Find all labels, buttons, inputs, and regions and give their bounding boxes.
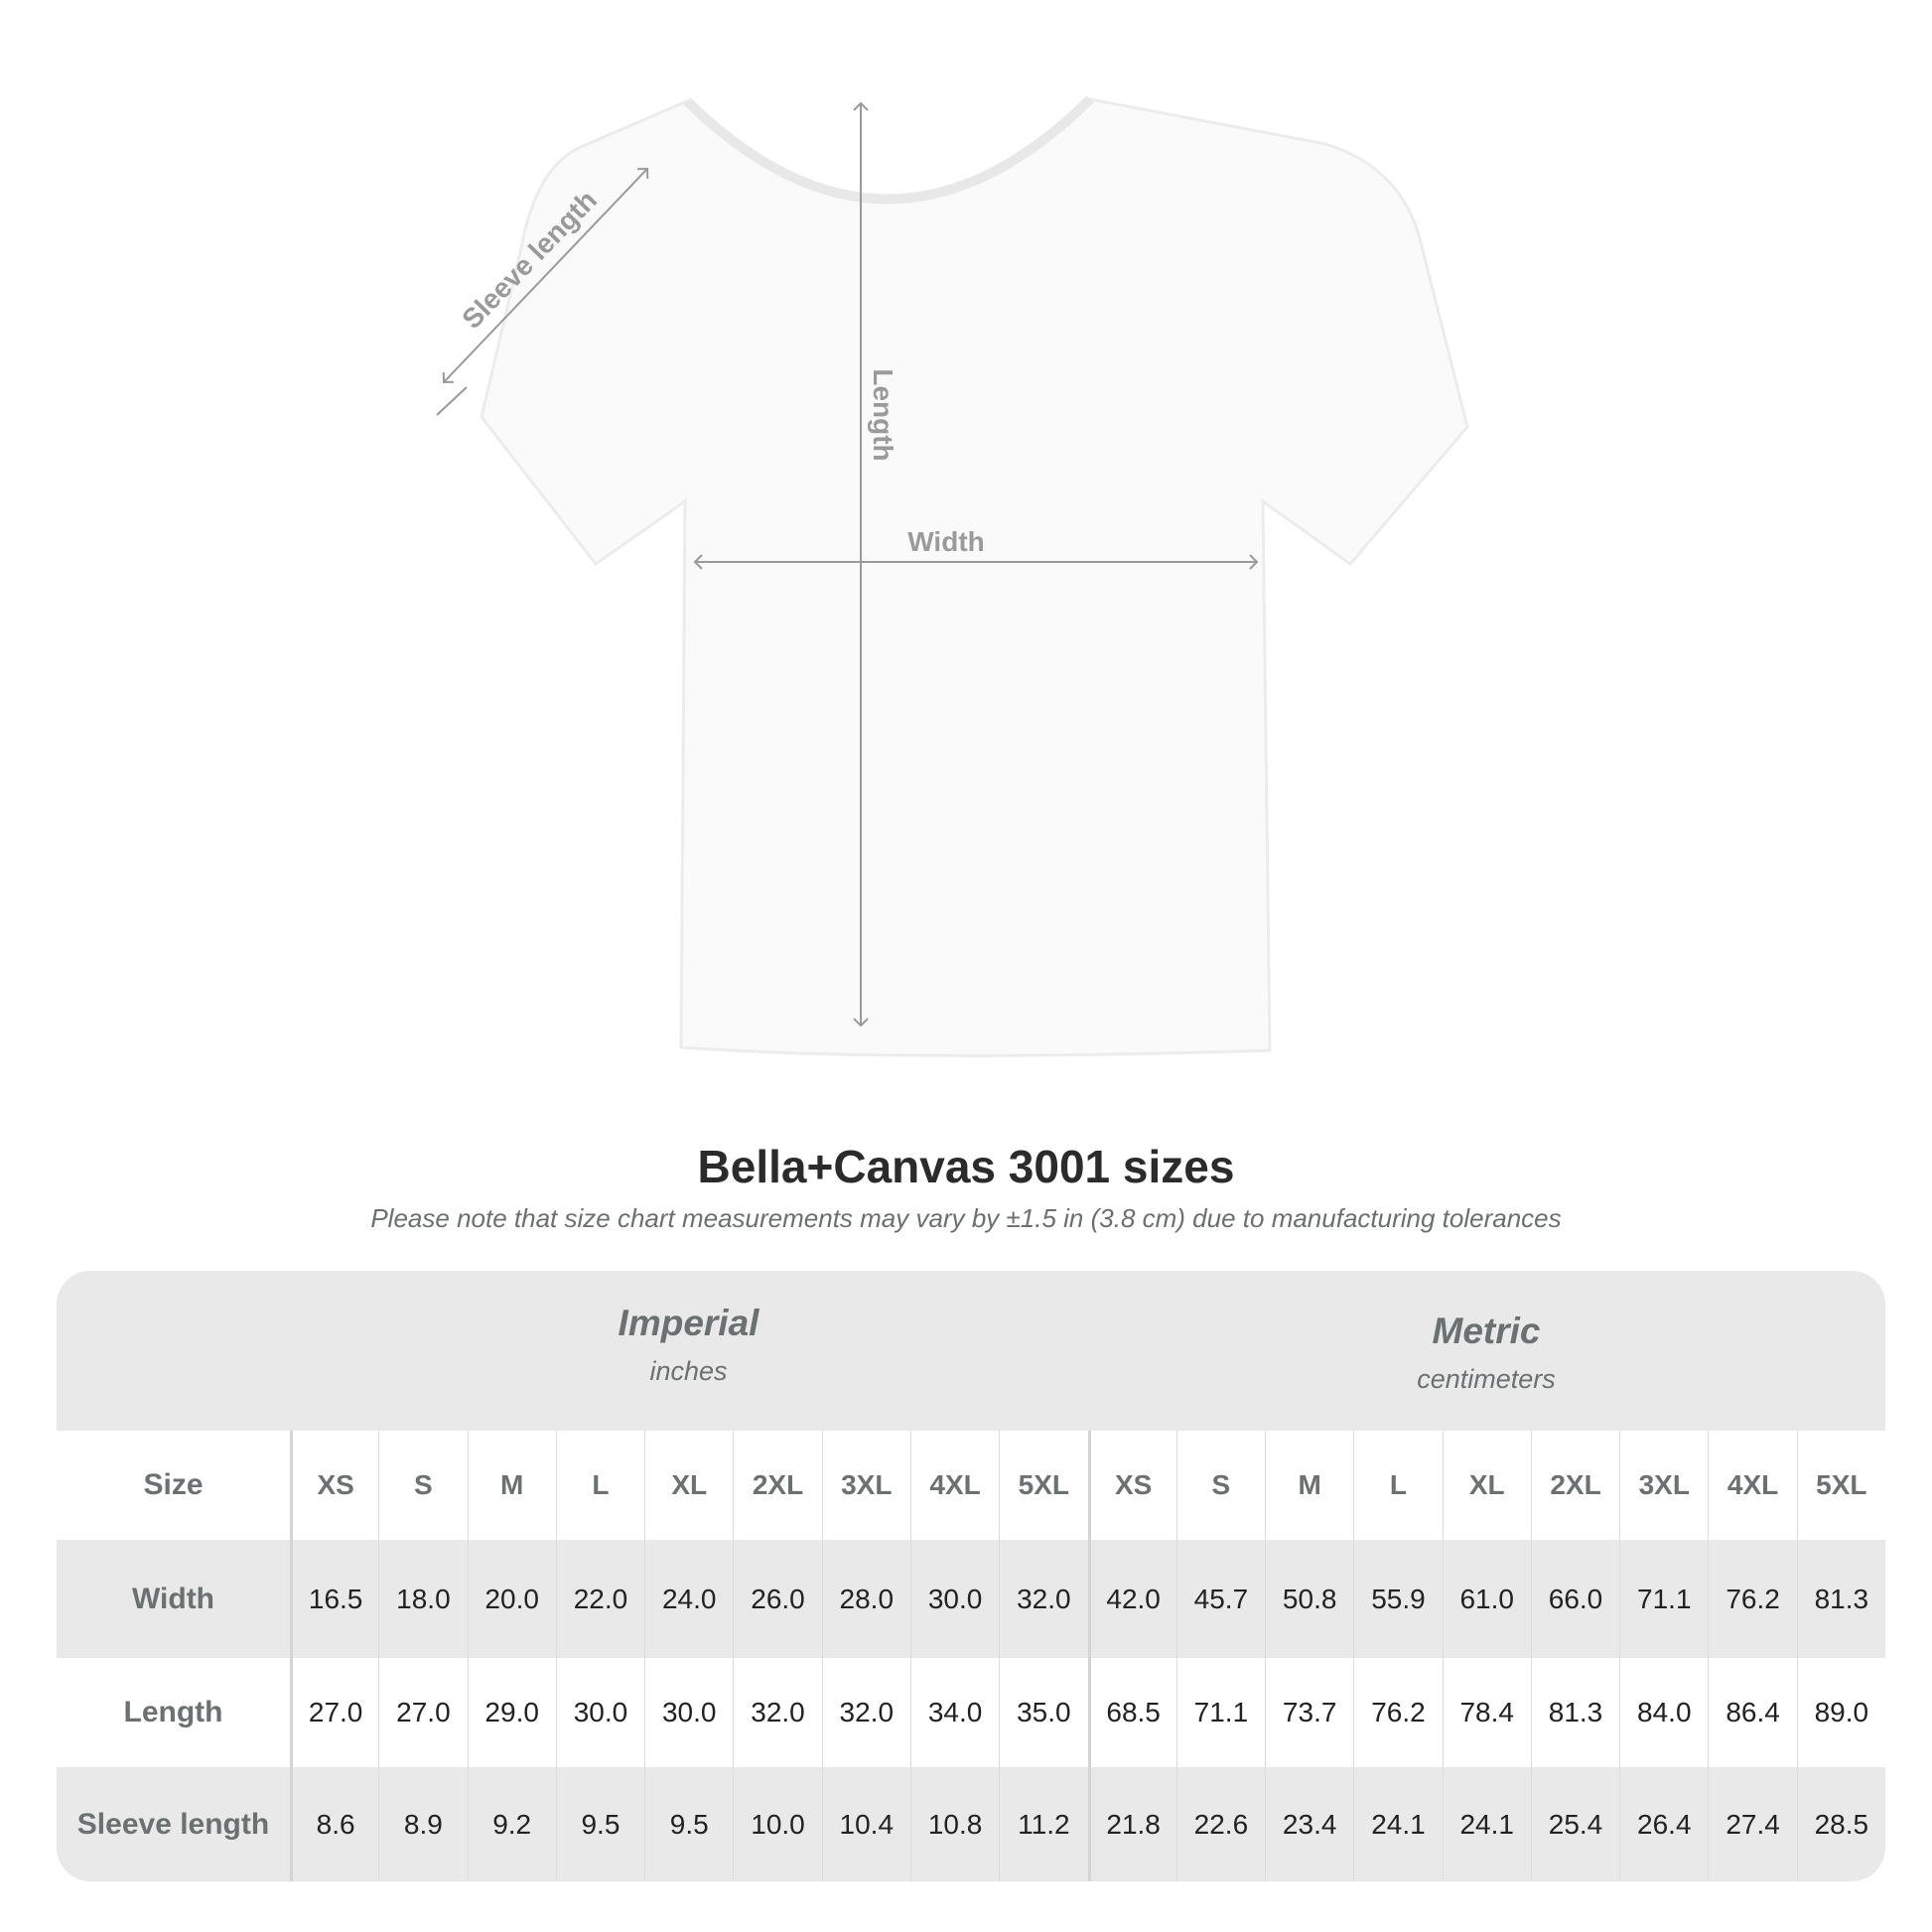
metric-size-XL: XL: [1442, 1431, 1531, 1540]
sleeve-arrow: [442, 167, 649, 384]
imperial-value-cell: 32.0: [999, 1540, 1087, 1658]
metric-value-cell: 42.0: [1087, 1540, 1176, 1658]
imperial-size-4XL: 4XL: [909, 1431, 999, 1540]
row-label: Sleeve length: [76, 1807, 270, 1841]
metric-value-cell: 84.0: [1619, 1658, 1708, 1767]
metric-value-cell: 21.8: [1087, 1767, 1176, 1881]
imperial-value-cell: 10.4: [821, 1767, 910, 1881]
metric-value-cell: 26.4: [1619, 1767, 1708, 1881]
imperial-value-cell: 20.0: [467, 1540, 556, 1658]
metric-size-XS: XS: [1087, 1431, 1176, 1540]
collar: [683, 95, 1094, 205]
metric-value-cell: 66.0: [1530, 1540, 1619, 1658]
imperial-value-cell: 9.5: [555, 1767, 644, 1881]
imperial-value-cell: 27.0: [378, 1658, 467, 1767]
metric-value-cell: 24.1: [1442, 1767, 1531, 1881]
imperial-value-cell: 34.0: [909, 1658, 999, 1767]
imperial-value-cell: 32.0: [821, 1658, 910, 1767]
table-row: Width 16.5 18.0 20.0 22.0 24.0 26.0 28.0 30.0 32.…: [57, 1540, 1885, 1658]
table-header-band: [57, 1271, 1885, 1431]
metric-value-cell: 81.3: [1530, 1658, 1619, 1767]
table-row: Sleeve length 8.6 8.9 9.2 9.5 9.5 10.0 10.4 10.8…: [57, 1767, 1885, 1881]
width-label: Width: [907, 526, 985, 557]
metric-value-cell: 68.5: [1087, 1658, 1176, 1767]
imperial-value-cell: 11.2: [999, 1767, 1087, 1881]
page-title: Bella+Canvas 3001 sizes: [697, 1141, 1235, 1192]
imperial-header: Imperial inches: [290, 1303, 1087, 1387]
metric-value-cell: 89.0: [1796, 1658, 1885, 1767]
row-label: Width: [131, 1582, 215, 1615]
metric-value-cell: 86.4: [1708, 1658, 1796, 1767]
metric-value-cell: 22.6: [1175, 1767, 1265, 1881]
metric-value-cell: 27.4: [1708, 1767, 1796, 1881]
imperial-size-S: S: [378, 1431, 467, 1540]
metric-header: Metric centimeters: [1087, 1311, 1885, 1395]
imperial-value-cell: 30.0: [644, 1658, 733, 1767]
imperial-size-M: M: [467, 1431, 556, 1540]
imperial-size-2XL: 2XL: [733, 1431, 821, 1540]
metric-title: Metric: [1432, 1311, 1541, 1351]
imperial-value-cell: 8.6: [290, 1767, 378, 1881]
metric-value-cell: 76.2: [1708, 1540, 1796, 1658]
imperial-value-cell: 35.0: [999, 1658, 1087, 1767]
metric-unit: centimeters: [1417, 1364, 1556, 1394]
metric-size-S: S: [1175, 1431, 1265, 1540]
imperial-value-cell: 22.0: [555, 1540, 644, 1658]
imperial-value-cell: 30.0: [555, 1658, 644, 1767]
imperial-value-cell: 8.9: [378, 1767, 467, 1881]
metric-value-cell: 71.1: [1619, 1540, 1708, 1658]
imperial-value-cell: 26.0: [733, 1540, 821, 1658]
metric-size-4XL: 4XL: [1708, 1431, 1796, 1540]
tshirt-diagram: Width Length Sleeve length: [436, 95, 1469, 1057]
imperial-size-5XL: 5XL: [999, 1431, 1087, 1540]
metric-value-cell: 61.0: [1442, 1540, 1531, 1658]
sleeve-arrow-tick-start: [436, 386, 468, 416]
imperial-value-cell: 16.5: [290, 1540, 378, 1658]
metric-value-cell: 24.1: [1353, 1767, 1442, 1881]
tshirt-image: [480, 97, 1469, 1057]
metric-value-cell: 25.4: [1530, 1767, 1619, 1881]
imperial-size-XL: XL: [644, 1431, 733, 1540]
metric-value-cell: 71.1: [1175, 1658, 1265, 1767]
size-header-row: Size XS S M L XL 2XL 3XL 4XL 5XL XS S M L XL 2XL 3XL 4XL 5…: [57, 1431, 1885, 1540]
metric-value-cell: 28.5: [1796, 1767, 1885, 1881]
imperial-value-cell: 9.5: [644, 1767, 733, 1881]
imperial-title: Imperial: [618, 1303, 759, 1343]
size-chart-table: Imperial inches Metric centimeters Size X…: [57, 1271, 1885, 1881]
metric-value-cell: 78.4: [1442, 1658, 1531, 1767]
imperial-value-cell: 30.0: [909, 1540, 999, 1658]
imperial-value-cell: 27.0: [290, 1658, 378, 1767]
imperial-value-cell: 28.0: [821, 1540, 910, 1658]
length-label: Length: [868, 368, 898, 461]
imperial-value-cell: 18.0: [378, 1540, 467, 1658]
imperial-size-3XL: 3XL: [821, 1431, 910, 1540]
imperial-value-cell: 32.0: [733, 1658, 821, 1767]
imperial-value-cell: 29.0: [467, 1658, 556, 1767]
metric-size-2XL: 2XL: [1530, 1431, 1619, 1540]
metric-value-cell: 55.9: [1353, 1540, 1442, 1658]
imperial-unit: inches: [649, 1356, 728, 1386]
imperial-value-cell: 10.8: [909, 1767, 999, 1881]
tolerance-note: Please note that size chart measurements…: [370, 1203, 1562, 1233]
row-label: Length: [123, 1696, 223, 1728]
size-label: Size: [143, 1468, 204, 1501]
metric-size-5XL: 5XL: [1796, 1431, 1885, 1540]
imperial-size-L: L: [555, 1431, 644, 1540]
table-row: Length 27.0 27.0 29.0 30.0 30.0 32.0 32.0 34.0 35…: [57, 1658, 1885, 1767]
imperial-size-XS: XS: [290, 1431, 378, 1540]
metric-size-M: M: [1265, 1431, 1353, 1540]
metric-value-cell: 45.7: [1175, 1540, 1265, 1658]
metric-size-L: L: [1353, 1431, 1442, 1540]
metric-size-3XL: 3XL: [1619, 1431, 1708, 1540]
metric-value-cell: 81.3: [1796, 1540, 1885, 1658]
metric-value-cell: 76.2: [1353, 1658, 1442, 1767]
metric-value-cell: 23.4: [1265, 1767, 1353, 1881]
metric-value-cell: 50.8: [1265, 1540, 1353, 1658]
metric-value-cell: 73.7: [1265, 1658, 1353, 1767]
imperial-value-cell: 10.0: [733, 1767, 821, 1881]
imperial-value-cell: 9.2: [467, 1767, 556, 1881]
imperial-value-cell: 24.0: [644, 1540, 733, 1658]
